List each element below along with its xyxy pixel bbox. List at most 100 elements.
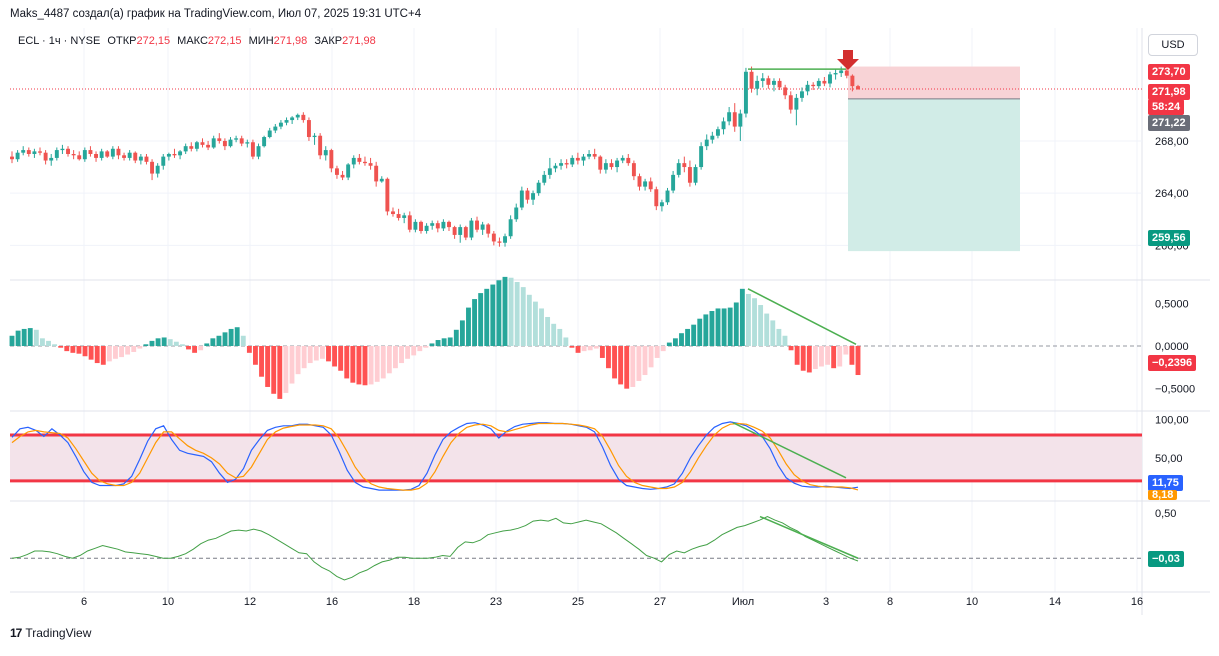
macd-histogram-bar <box>715 308 721 346</box>
macd-histogram-bar <box>368 346 374 385</box>
macd-histogram-bar <box>161 337 167 346</box>
candle-body <box>396 214 401 218</box>
macd-histogram-bar <box>642 346 648 376</box>
candle-body <box>738 113 743 127</box>
macd-histogram-bar <box>587 346 593 351</box>
time-axis-label: 16 <box>326 596 338 608</box>
symbol-name[interactable]: ECL · 1ч · NYSE <box>18 35 101 47</box>
macd-histogram-bar <box>46 340 51 346</box>
candle-body <box>374 165 379 182</box>
candle-body <box>267 130 272 138</box>
macd-histogram-bar <box>246 346 252 353</box>
target-price-tag: 273,70 <box>1148 64 1190 80</box>
candle-body <box>413 221 418 230</box>
candle-body <box>480 224 485 230</box>
macd-histogram-bar <box>350 346 356 383</box>
candle-body <box>15 152 20 160</box>
macd-histogram-bar <box>155 338 161 346</box>
candle-body <box>575 157 580 161</box>
macd-histogram-bar <box>362 346 368 386</box>
candle-body <box>222 140 227 147</box>
macd-histogram-bar <box>666 342 672 346</box>
macd-histogram-bar <box>672 338 678 346</box>
currency-button[interactable]: USD <box>1148 34 1198 56</box>
candle-body <box>133 152 138 161</box>
entry-price-tag: 271,22 <box>1148 115 1190 131</box>
macd-histogram-bar <box>648 346 654 368</box>
time-axis-label: 23 <box>490 596 502 608</box>
macd-histogram-bar <box>563 337 569 346</box>
candle-body <box>755 80 760 89</box>
candle-body <box>441 221 446 229</box>
price-tick-label: 268,00 <box>1155 136 1189 148</box>
candle-body <box>43 152 48 161</box>
candle-body <box>491 233 496 242</box>
candle-body <box>671 174 676 191</box>
candle-body <box>363 161 367 164</box>
candle-body <box>166 154 171 157</box>
macd-histogram-bar <box>636 346 642 381</box>
candle-body <box>452 227 457 235</box>
candle-body <box>699 146 704 168</box>
macd-histogram-bar <box>417 346 423 352</box>
stoch-tick-label: 50,00 <box>1155 453 1183 465</box>
macd-histogram-bar <box>374 346 380 382</box>
macd-histogram-bar <box>82 346 88 357</box>
candle-body <box>743 71 748 114</box>
macd-histogram-bar <box>819 346 824 367</box>
candle-body <box>749 71 754 89</box>
candle-body <box>503 236 507 243</box>
macd-histogram-bar <box>149 340 155 346</box>
macd-histogram-bar <box>812 346 818 370</box>
candle-body <box>21 150 26 153</box>
macd-histogram-bar <box>386 346 392 374</box>
macd-histogram-bar <box>380 346 386 379</box>
candle-body <box>598 156 603 170</box>
macd-histogram-bar <box>770 320 776 346</box>
candle-body <box>850 75 855 87</box>
macd-divergence-line <box>747 288 857 345</box>
candle-body <box>844 70 849 76</box>
candle-body <box>822 80 827 84</box>
tradingview-logo[interactable]: 17 TradingView <box>10 626 91 640</box>
macd-histogram-bar <box>88 346 94 360</box>
macd-histogram-bar <box>411 346 417 356</box>
macd-histogram-bar <box>484 288 490 346</box>
macd-histogram-bar <box>332 346 338 367</box>
macd-histogram-bar <box>192 346 198 353</box>
macd-histogram-bar <box>52 344 58 346</box>
candle-body <box>839 70 844 74</box>
stoch-tick-label: 100,00 <box>1155 415 1189 427</box>
time-axis-label: 10 <box>162 596 174 608</box>
macd-histogram-bar <box>447 337 453 346</box>
macd-histogram-bar <box>581 346 587 352</box>
candle-body <box>88 150 93 154</box>
candle-body <box>794 97 799 110</box>
macd-histogram-bar <box>186 346 191 350</box>
candle-body <box>116 148 121 156</box>
candle-body <box>626 157 631 164</box>
candle-body <box>323 150 328 156</box>
macd-histogram-bar <box>253 346 258 365</box>
osc-value-tag: −0,03 <box>1148 551 1184 567</box>
candle-body <box>665 190 670 203</box>
time-axis-label: 25 <box>572 596 584 608</box>
candle-body <box>346 164 351 178</box>
macd-histogram-bar <box>721 308 727 346</box>
candle-body <box>721 121 726 130</box>
candle-body <box>385 178 390 212</box>
time-axis-label: 12 <box>244 596 256 608</box>
macd-histogram-bar <box>283 346 289 393</box>
candle-body <box>800 91 804 98</box>
candle-body <box>122 155 127 158</box>
macd-histogram-bar <box>606 346 611 369</box>
candle-body <box>340 174 345 178</box>
macd-histogram-bar <box>295 346 301 375</box>
macd-histogram-bar <box>326 346 331 362</box>
macd-histogram-bar <box>788 346 794 351</box>
candle-body <box>581 156 586 161</box>
stop-price-tag: 259,56 <box>1148 230 1190 246</box>
osc-divergence-line <box>759 515 859 559</box>
